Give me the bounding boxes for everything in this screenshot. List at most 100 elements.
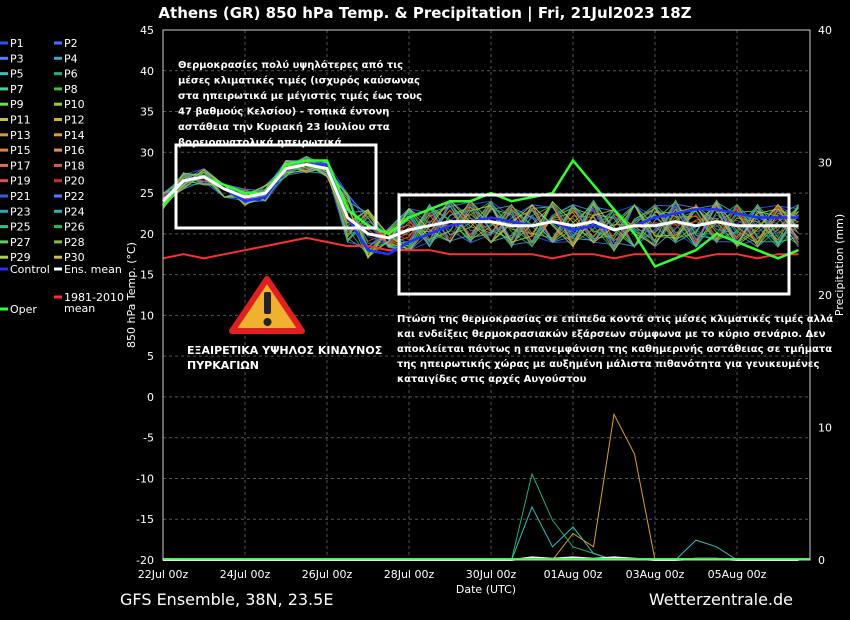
svg-text:P16: P16 [64, 144, 85, 157]
series-line-ens-mean [161, 162, 799, 240]
cooldown-text-line: Πτώση της θερμοκρασίας σε επίπεδα κοντά … [397, 313, 833, 325]
svg-text:P3: P3 [10, 52, 24, 65]
svg-text:P20: P20 [64, 175, 85, 188]
legend-item-p30: P30 [54, 251, 85, 264]
fire-warning-line-2: ΠΥΡΚΑΓΙΩΝ [187, 359, 259, 372]
svg-text:P19: P19 [10, 175, 31, 188]
svg-text:P30: P30 [64, 251, 85, 264]
warning-triangle-icon [229, 276, 305, 334]
heatwave-text-line: Θερμοκρασίες πολύ υψηλότερες από τις [178, 59, 403, 71]
x-tick-label: 03Aug 00z [626, 568, 685, 581]
legend-item-p13: P13 [0, 129, 31, 142]
x-tick-label: 28Jul 00z [384, 568, 435, 581]
heatwave-text-line: στα ηπειρωτικά με μέγιστες τιμές έως του… [178, 90, 422, 102]
ensemble-members [162, 155, 799, 260]
legend-item-p16: P16 [54, 144, 85, 157]
plot-frame [162, 29, 811, 561]
svg-text:P18: P18 [64, 159, 85, 172]
legend-item-p21: P21 [0, 190, 31, 203]
svg-text:P28: P28 [64, 236, 85, 249]
svg-text:P7: P7 [10, 83, 24, 96]
y-axis-ticks: -20 -15 -10 -5 0 5 10 15 20 25 30 35 40 45 [136, 24, 154, 567]
y2-tick-label: 30 [818, 157, 832, 170]
legend-item-p6: P6 [54, 68, 78, 81]
cooldown-text-line: και ενδείξεις θερμοκρασιακών εξάρσεων σύ… [397, 328, 826, 340]
legend-item-p20: P20 [54, 175, 85, 188]
legend-item-control: Control [0, 263, 50, 276]
svg-text:Control: Control [10, 263, 50, 276]
svg-text:P5: P5 [10, 68, 24, 81]
heatwave-text-line: μέσες κλιματικές τιμές (ισχυρός καύσωνας [178, 75, 420, 87]
y-tick-label: 35 [140, 106, 154, 119]
svg-text:mean: mean [64, 302, 95, 315]
precipitation-lines [163, 412, 810, 561]
legend-item-p2: P2 [54, 37, 78, 50]
member-line-p29 [162, 161, 799, 258]
member-line-p1 [162, 161, 799, 252]
x-axis-label: Date (UTC) [456, 583, 516, 596]
y-tick-label: -15 [136, 513, 154, 526]
heatwave-box [174, 143, 378, 230]
y-tick-label: 45 [140, 24, 154, 37]
legend-item-p5: P5 [0, 68, 24, 81]
legend-item-p22: P22 [54, 190, 85, 203]
y-tick-label: -20 [136, 554, 154, 567]
x-tick-label: 05Aug 00z [708, 568, 767, 581]
svg-text:P17: P17 [10, 159, 31, 172]
svg-text:Ens. mean: Ens. mean [64, 263, 122, 276]
y2-tick-label: 20 [818, 289, 832, 302]
svg-text:P1: P1 [10, 37, 24, 50]
svg-text:P9: P9 [10, 98, 24, 111]
legend-item-p29: P29 [0, 251, 31, 264]
y-tick-label: 20 [140, 228, 154, 241]
legend-item-p11: P11 [0, 114, 31, 127]
main-series [161, 158, 799, 269]
svg-text:P24: P24 [64, 205, 85, 218]
svg-text:P15: P15 [10, 144, 31, 157]
legend-item-p10: P10 [54, 98, 85, 111]
series-line-control [162, 163, 799, 256]
precip-line [163, 472, 799, 561]
svg-text:P27: P27 [10, 236, 31, 249]
svg-text:P21: P21 [10, 190, 31, 203]
legend-item-p8: P8 [54, 83, 78, 96]
y-tick-label: -10 [136, 472, 154, 485]
precip-line [163, 505, 799, 561]
y2-tick-label: 10 [818, 422, 832, 435]
legend-item-p15: P15 [0, 144, 31, 157]
svg-text:P13: P13 [10, 129, 31, 142]
x-axis-ticks: 22Jul 00z 24Jul 00z 26Jul 00z 28Jul 00z 30Ju… [138, 568, 767, 581]
precip-line [163, 412, 799, 561]
cooldown-text-line: αποκλείεται πάντως η επανεμφάνιση της κα… [397, 343, 832, 355]
svg-text:P11: P11 [10, 114, 31, 127]
x-tick-label: 30Jul 00z [466, 568, 517, 581]
x-tick-label: 24Jul 00z [220, 568, 271, 581]
legend-item-p1: P1 [0, 37, 24, 50]
svg-text:P14: P14 [64, 129, 85, 142]
x-tick-label: 01Aug 00z [544, 568, 603, 581]
heatwave-annotation: Θερμοκρασίες πολύ υψηλότερες από τις μέσε… [178, 59, 422, 149]
svg-text:P26: P26 [64, 221, 85, 234]
footer-source: Wetterzentrale.de [649, 590, 793, 609]
legend-item-p27: P27 [0, 236, 31, 249]
heatwave-text-line: βορειοανατολικά ηπειρωτικά [178, 137, 342, 149]
svg-text:P4: P4 [64, 52, 78, 65]
legend-item-p9: P9 [0, 98, 24, 111]
y-tick-label: 10 [140, 309, 154, 322]
svg-text:P29: P29 [10, 251, 31, 264]
svg-text:P22: P22 [64, 190, 85, 203]
y-tick-label: 0 [147, 391, 154, 404]
y2-axis-ticks: 0 10 20 30 40 [818, 24, 832, 567]
y-axis-label: 850 hPa Temp. (°C) [125, 242, 138, 348]
legend-item-p24: P24 [54, 205, 85, 218]
legend-item-p26: P26 [54, 221, 85, 234]
y-tick-label: 30 [140, 146, 154, 159]
svg-text:P6: P6 [64, 68, 78, 81]
legend-item-ens-mean: Ens. mean [54, 263, 122, 276]
svg-text:P12: P12 [64, 114, 85, 127]
svg-text:Oper: Oper [10, 303, 37, 316]
legend-item-p19: P19 [0, 175, 31, 188]
fire-warning-line-1: ΕΞΑΙΡΕΤΙΚΑ ΥΨΗΛΟΣ ΚΙΝΔΥΝΟΣ [187, 344, 382, 357]
